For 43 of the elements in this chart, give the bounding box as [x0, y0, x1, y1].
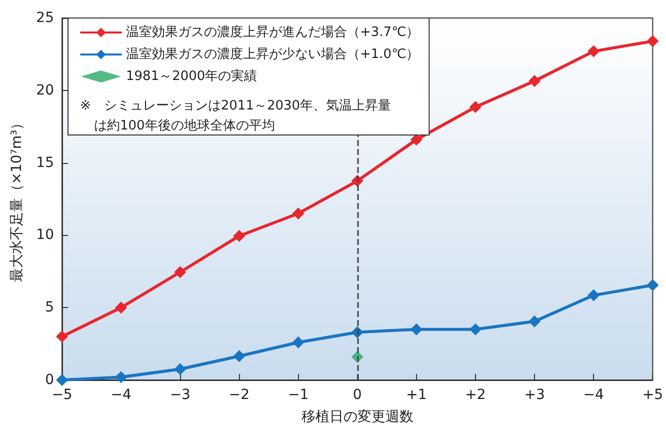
point [233, 350, 246, 362]
point [292, 336, 304, 348]
x-tick-label: −1 [288, 387, 309, 403]
y-tick-label: 5 [45, 300, 54, 316]
x-tick-label: −2 [228, 387, 250, 403]
point [646, 279, 659, 292]
x-tick-label: +1 [406, 387, 427, 403]
point [588, 45, 600, 58]
point [56, 330, 68, 343]
point [528, 74, 541, 87]
annotation: は約100年後の地球全体の平均 [94, 118, 275, 134]
point [233, 230, 246, 242]
point [588, 289, 600, 302]
point [528, 315, 541, 328]
x-tick-label: −3 [170, 387, 190, 403]
x-axis-title: 移植日の変更週数 [301, 409, 414, 425]
legend-label: 温室効果ガスの濃度上昇が少ない場合（+1.0℃） [126, 46, 420, 62]
point [292, 207, 304, 220]
legend-label: 1981～2000年の実績 [126, 68, 258, 84]
point [174, 266, 186, 278]
y-tick-label: 20 [36, 82, 54, 98]
x-tick-label: +2 [465, 387, 486, 403]
x-tick-label: −4 [583, 387, 604, 403]
x-tick-label: −4 [110, 387, 132, 403]
point [469, 101, 482, 114]
point [174, 363, 186, 376]
y-tick-label: 15 [36, 154, 54, 171]
y-tick-label: 0 [45, 372, 54, 388]
point [646, 35, 659, 48]
y-tick-label: 25 [36, 10, 54, 26]
y-tick-label: 10 [36, 227, 54, 244]
x-tick-label: 0 [352, 387, 362, 403]
point [469, 323, 482, 336]
point [115, 302, 128, 314]
x-tick-label: −5 [52, 387, 72, 403]
point [410, 323, 422, 336]
point [56, 374, 68, 386]
annotation: ※ シミュレーションは2011～2030年、気温上昇量 [80, 98, 392, 114]
y-axis-title: 最大水不足量（×10⁷m³） [9, 116, 25, 282]
legend-label: 温室効果ガスの濃度上昇が進んだ場合（+3.7℃） [126, 24, 420, 40]
point [115, 371, 128, 384]
x-tick-label: +5 [642, 387, 663, 403]
x-tick-label: +3 [524, 387, 545, 403]
